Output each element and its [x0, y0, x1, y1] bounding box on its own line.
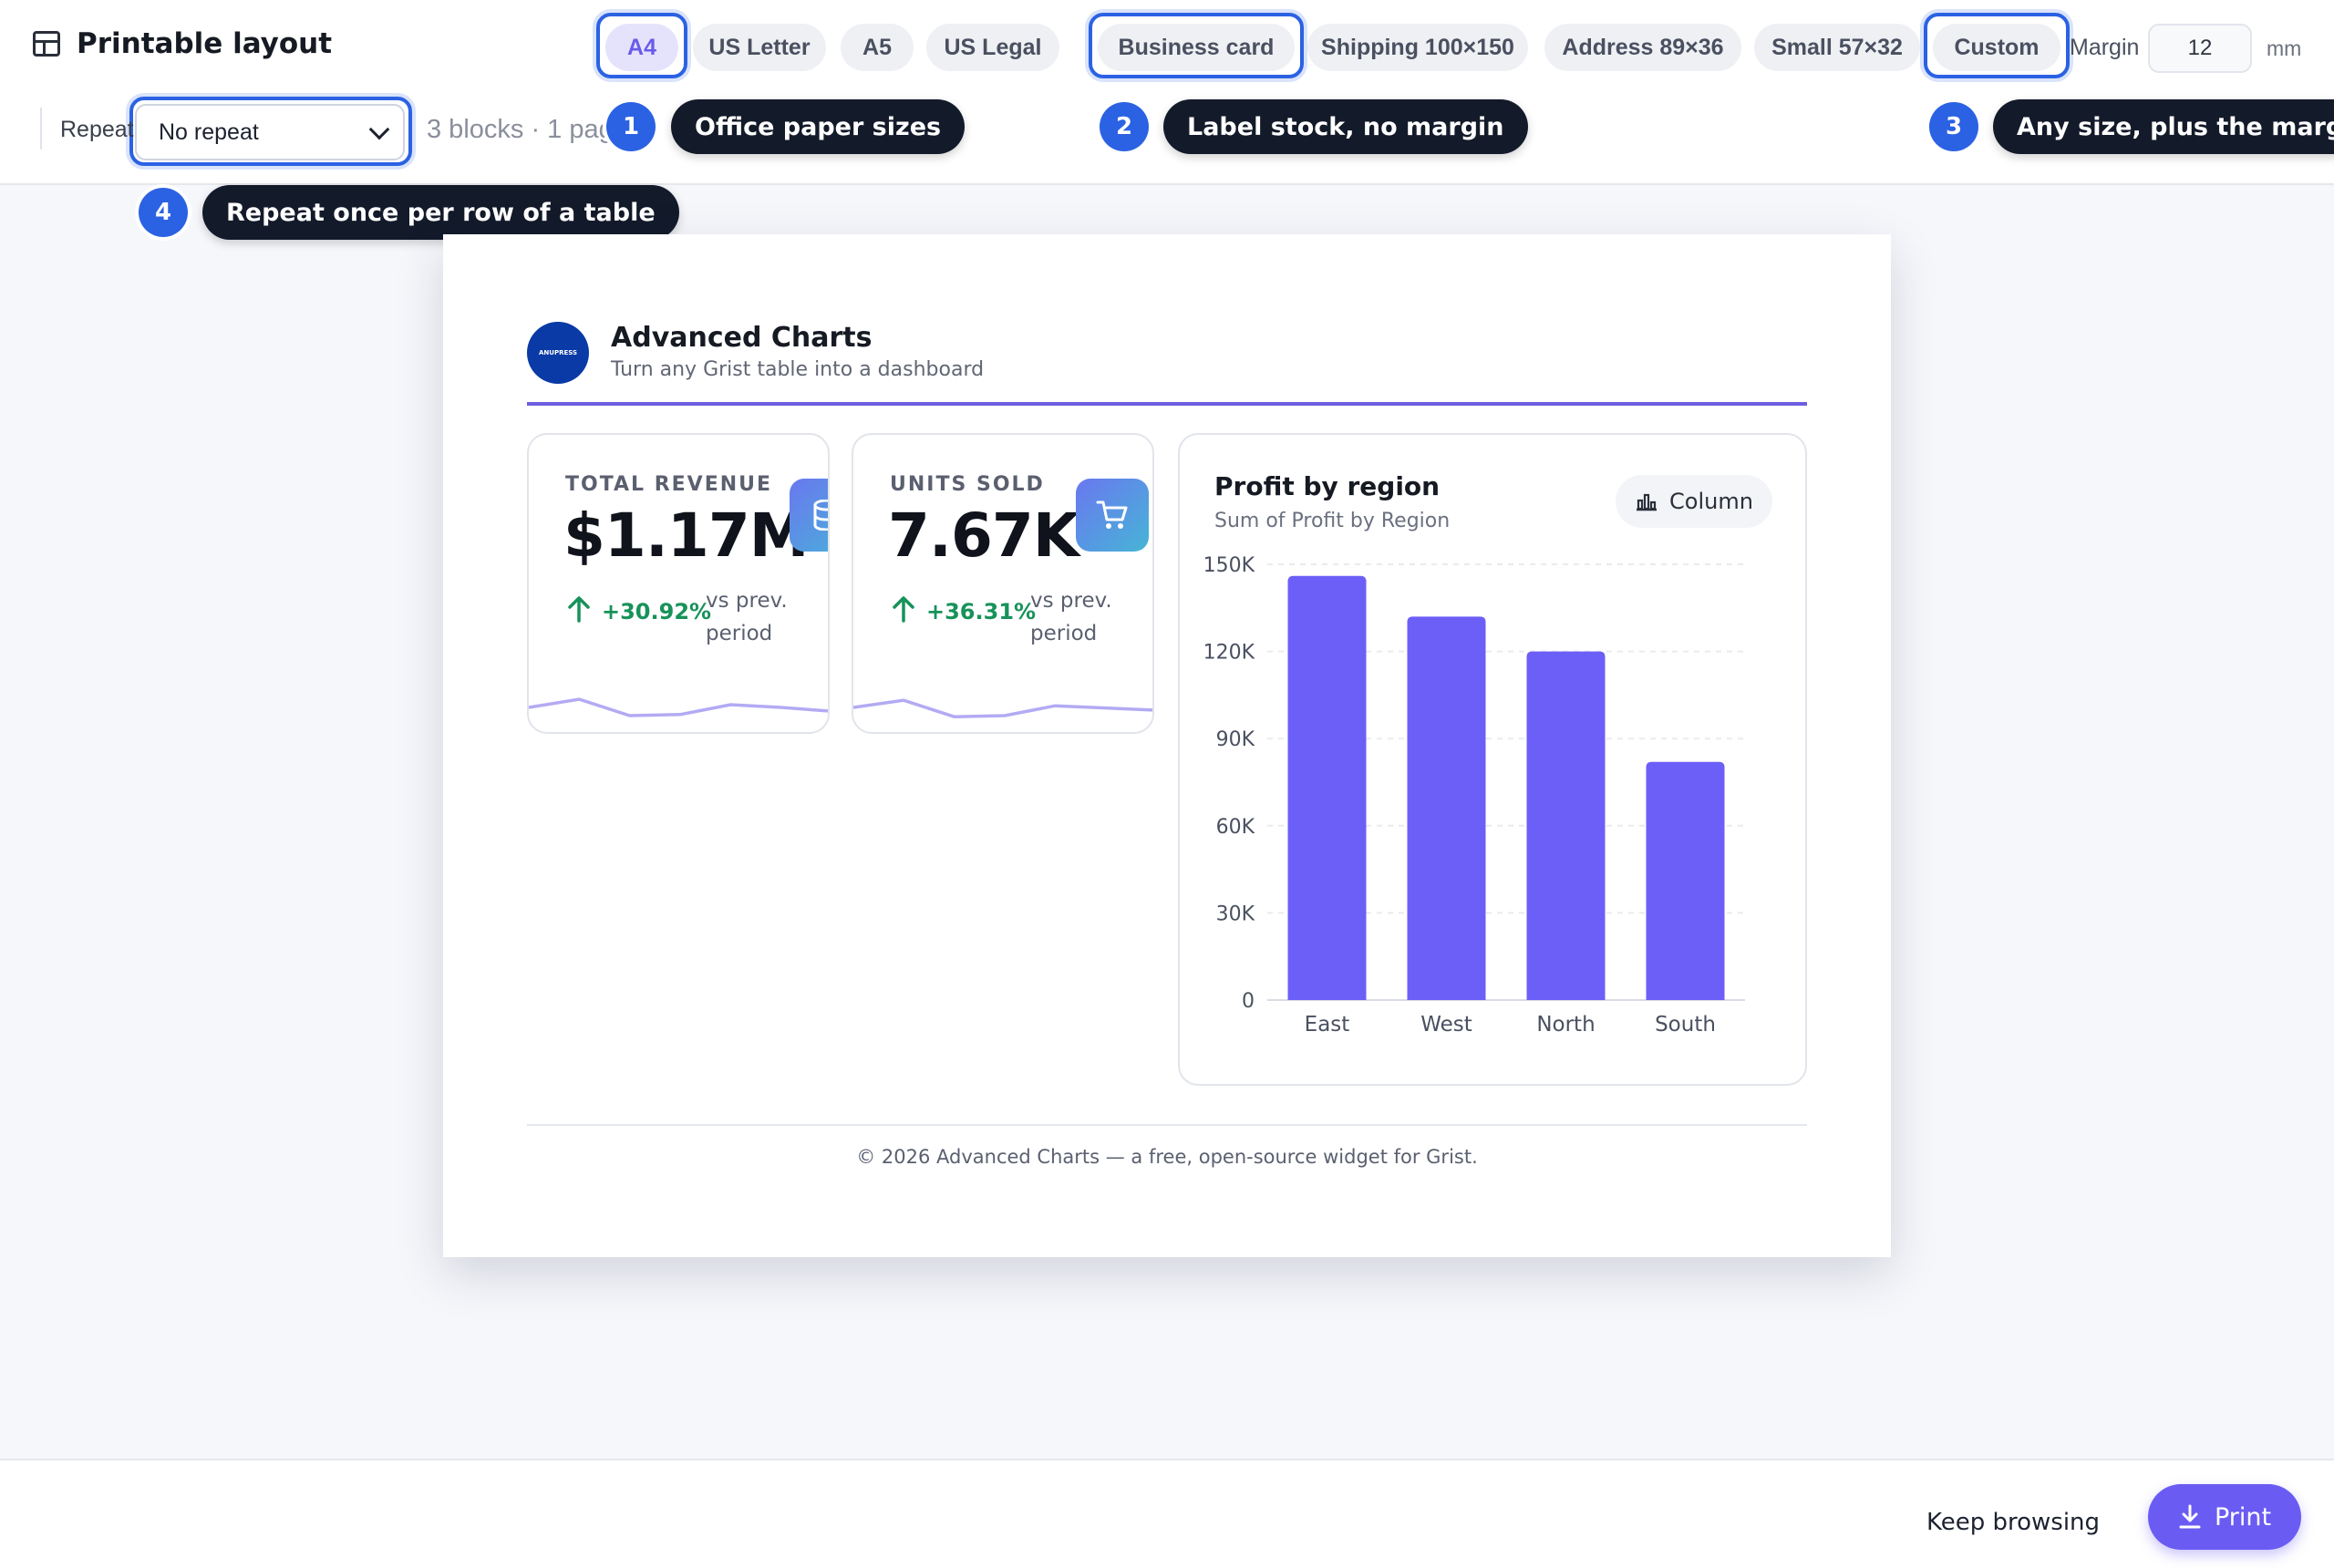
- repeat-select-value: No repeat: [159, 119, 259, 145]
- toolbar-title: Printable layout: [33, 27, 332, 60]
- kpi-label: UNITS SOLD: [890, 473, 1045, 496]
- arrow-up-icon: [568, 596, 590, 623]
- x-tick-label: East: [1305, 1013, 1350, 1037]
- print-button[interactable]: Print: [2148, 1484, 2301, 1550]
- document-title: Advanced Charts: [611, 322, 873, 354]
- brand-logo: ANUPRESS: [527, 322, 589, 384]
- margin-label: Margin: [2070, 35, 2140, 60]
- keep-browsing-button[interactable]: Keep browsing: [1918, 1501, 2108, 1544]
- margin-unit: mm: [2267, 36, 2302, 60]
- x-tick-label: South: [1655, 1013, 1716, 1037]
- page-title: Printable layout: [77, 27, 333, 60]
- size-chip-custom[interactable]: Custom: [1933, 24, 2060, 71]
- bar-north: [1526, 651, 1606, 1000]
- print-label: Print: [2214, 1502, 2272, 1532]
- document-footer: © 2026 Advanced Charts — a free, open-so…: [856, 1146, 1478, 1168]
- size-chip-a5[interactable]: A5: [841, 24, 914, 71]
- bottom-bar: Keep browsing Print: [0, 1459, 2334, 1568]
- page-preview: ANUPRESS Advanced Charts Turn any Grist …: [443, 234, 1891, 1257]
- kpi-card-revenue: TOTAL REVENUE $1.17M +30.92% vs prev. pe…: [527, 433, 830, 734]
- kpi-delta: +30.92%: [602, 599, 712, 624]
- y-tick-label: 0: [1242, 990, 1255, 1013]
- layout-icon: [33, 31, 60, 57]
- y-tick-label: 90K: [1216, 728, 1255, 751]
- callout-badge-4: 4: [139, 188, 188, 237]
- size-chip-us-letter[interactable]: US Letter: [693, 24, 826, 71]
- callout-badge-3: 3: [1929, 102, 1978, 151]
- kpi-comparison: vs prev. period: [1030, 589, 1112, 645]
- kpi-comparison: vs prev. period: [706, 589, 788, 645]
- kpi-sparkline: [853, 698, 1152, 718]
- chevron-down-icon: [368, 119, 390, 140]
- x-tick-label: West: [1420, 1013, 1472, 1037]
- footer-divider: [527, 1124, 1807, 1126]
- size-chip-business-card[interactable]: Business card: [1098, 24, 1295, 71]
- x-tick-label: North: [1536, 1013, 1595, 1037]
- size-chip-address[interactable]: Address 89×36: [1544, 24, 1741, 71]
- toolbar-divider: [40, 108, 42, 150]
- database-icon: [790, 479, 828, 552]
- y-tick-label: 150K: [1203, 554, 1255, 577]
- bar-chart-icon: [1637, 493, 1658, 511]
- kpi-value: 7.67K: [888, 500, 1079, 571]
- callout-badge-1: 1: [606, 102, 656, 151]
- callout-badge-2: 2: [1100, 102, 1149, 151]
- kpi-label: TOTAL REVENUE: [565, 473, 773, 496]
- repeat-select[interactable]: No repeat: [135, 104, 405, 160]
- callout-tip-3: Any size, plus the margin: [1993, 99, 2334, 154]
- size-chip-shipping[interactable]: Shipping 100×150: [1307, 24, 1528, 71]
- kpi-delta: +36.31%: [926, 599, 1037, 624]
- profit-bar-chart: 0 30K 60K 90K 120K 150K East West North South: [1203, 554, 1745, 1037]
- y-tick-label: 60K: [1216, 816, 1255, 839]
- bar-south: [1646, 761, 1725, 1000]
- cart-icon: [1076, 479, 1149, 552]
- size-chip-small[interactable]: Small 57×32: [1754, 24, 1920, 71]
- toolbar: Printable layout A4 US Letter A5 US Lega…: [0, 0, 2334, 185]
- size-chip-a4[interactable]: A4: [605, 24, 678, 71]
- kpi-value: $1.17M: [563, 500, 809, 571]
- chart-type-button[interactable]: Column: [1616, 475, 1772, 528]
- chart-card: Profit by region Sum of Profit by Region…: [1178, 433, 1807, 1086]
- callout-tip-1: Office paper sizes: [671, 99, 966, 154]
- y-tick-label: 120K: [1203, 642, 1255, 665]
- size-chip-us-legal[interactable]: US Legal: [926, 24, 1059, 71]
- download-icon: [2179, 1504, 2201, 1529]
- margin-input[interactable]: [2148, 24, 2252, 73]
- y-tick-label: 30K: [1216, 903, 1255, 925]
- chart-subtitle: Sum of Profit by Region: [1214, 510, 1451, 532]
- kpi-sparkline: [529, 697, 828, 717]
- chart-type-label: Column: [1669, 489, 1753, 514]
- kpi-card-units: UNITS SOLD 7.67K +36.31% vs prev. period: [852, 433, 1154, 734]
- document-header: ANUPRESS Advanced Charts Turn any Grist …: [527, 322, 1807, 406]
- arrow-up-icon: [893, 596, 914, 623]
- callout-tip-2: Label stock, no margin: [1163, 99, 1528, 154]
- callout-tip-4: Repeat once per row of a table: [202, 185, 679, 240]
- bar-west: [1407, 616, 1486, 1000]
- document-subtitle: Turn any Grist table into a dashboard: [611, 358, 985, 381]
- repeat-label: Repeat: [60, 117, 134, 142]
- bar-east: [1287, 575, 1367, 1000]
- chart-title: Profit by region: [1214, 471, 1441, 501]
